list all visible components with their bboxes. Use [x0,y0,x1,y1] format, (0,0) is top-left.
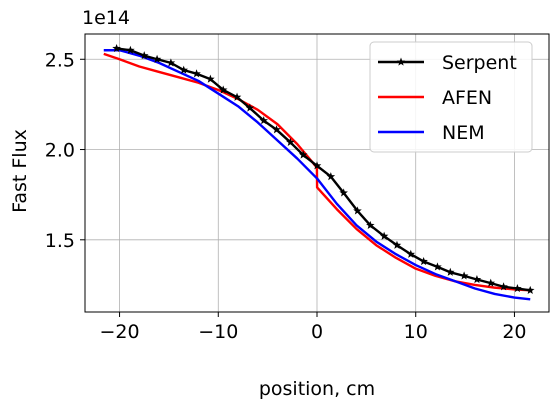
series-layer [103,43,535,301]
series-line-nem [103,49,531,301]
serpent-point [286,137,295,146]
axis-ticks: −20 −10 0 10 20 1.5 2.0 2.5 [45,49,527,343]
x-tick-label: −10 [198,321,238,343]
serpent-point [192,69,201,78]
serpent-point [366,220,375,229]
y-tick-label: 2.0 [45,140,75,162]
serpent-point [525,285,535,294]
legend-marker-serpent [396,57,406,66]
legend-label-serpent: Serpent [442,52,517,74]
serpent-point [179,65,188,74]
serpent-point [433,262,442,271]
serpent-point [218,85,228,94]
serpent-point [419,256,428,266]
serpent-point [339,188,348,197]
serpent-point [206,74,215,83]
serpent-point [353,206,362,215]
serpent-point [406,249,416,258]
x-tick-label: −20 [99,321,139,343]
serpent-point [152,54,162,63]
legend-label-afen: AFEN [442,87,492,109]
legend-label-nem: NEM [442,122,485,144]
serpent-point [446,267,455,276]
y-tick-label: 2.5 [45,49,75,71]
serpent-point [392,240,402,249]
x-axis-label: position, cm [259,378,375,400]
serpent-point [379,231,389,240]
serpent-point [272,125,281,134]
serpent-point [259,116,268,125]
serpent-point [298,150,308,159]
x-tick-label: 10 [404,321,428,343]
y-axis-label: Fast Flux [9,129,31,213]
y-tick-label: 1.5 [45,230,75,252]
y-offset-text: 1e14 [82,7,130,29]
serpent-point [459,271,469,280]
serpent-point [472,275,482,284]
serpent-point [166,58,176,67]
legend: Serpent AFEN NEM [369,41,533,153]
legend-box [369,41,533,153]
x-tick-label: 20 [502,321,526,343]
serpent-point [245,103,255,112]
x-tick-label: 0 [311,321,323,343]
serpent-point [232,92,242,101]
serpent-point [312,161,322,170]
serpent-point [499,282,508,291]
serpent-point [513,284,522,293]
serpent-point [126,45,135,54]
serpent-point [112,43,121,53]
serpent-point [486,278,496,287]
serpent-point [139,51,149,60]
serpent-point [326,172,336,181]
